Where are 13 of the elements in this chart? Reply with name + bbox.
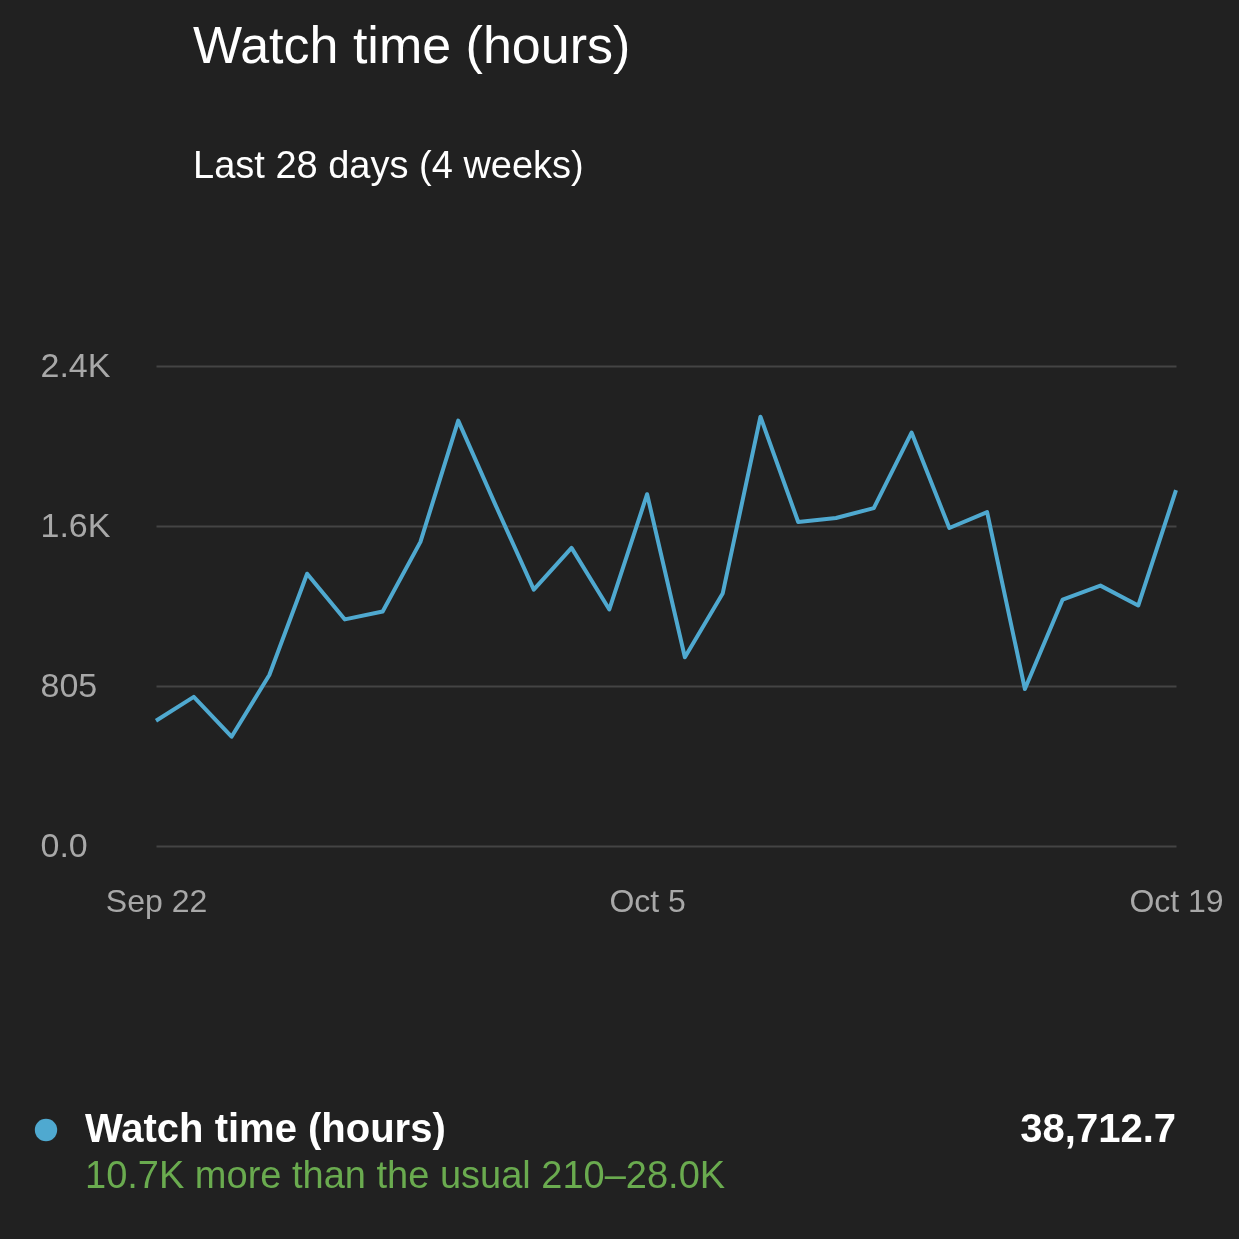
- chart-title: Watch time (hours): [193, 16, 631, 74]
- y-tick-label: 2.4K: [40, 345, 111, 384]
- x-tick-label: Oct 5: [609, 882, 686, 919]
- y-tick-label: 805: [40, 665, 98, 704]
- y-tick-label: 1.6K: [40, 505, 111, 544]
- y-tick-label: 0.0: [40, 825, 88, 864]
- x-tick-label: Oct 19: [1129, 882, 1224, 919]
- chart-subtitle: Last 28 days (4 weeks): [193, 144, 584, 186]
- text: 38,712.7: [1020, 1106, 1176, 1150]
- x-tick-label: Sep 22: [105, 882, 208, 919]
- legend-label: Watch time (hours): [85, 1106, 446, 1150]
- line-series: [154, 414, 1178, 739]
- text: 10.7K more than the usual 210–28.0K: [85, 1154, 726, 1196]
